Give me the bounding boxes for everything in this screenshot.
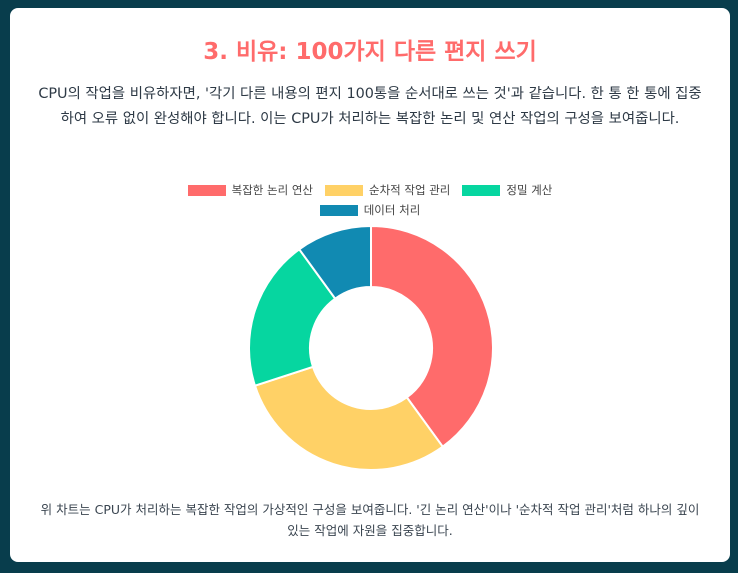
doughnut-slice[interactable]	[297, 226, 372, 301]
doughnut-chart	[248, 226, 494, 471]
description-text: CPU의 작업을 비유하자면, '각기 다른 내용의 편지 100통을 순서대로…	[38, 86, 702, 127]
doughnut-slice[interactable]	[370, 226, 494, 449]
legend-label: 복잡한 논리 연산	[231, 183, 313, 197]
legend-label: 데이터 처리	[363, 203, 421, 217]
legend-item[interactable]: 복잡한 논리 연산	[187, 183, 313, 197]
doughnut-slice[interactable]	[248, 247, 337, 387]
page-title: 3. 비유: 100가지 다른 편지 쓰기	[203, 39, 537, 65]
chart-caption: 위 차트는 CPU가 처리하는 복잡한 작업의 가상적인 구성을 보여줍니다. …	[40, 502, 700, 538]
legend-swatch	[462, 184, 501, 196]
legend-swatch	[187, 184, 226, 196]
legend-item[interactable]: 데이터 처리	[319, 203, 421, 217]
content-card: 3. 비유: 100가지 다른 편지 쓰기 CPU의 작업을 비유하자면, '각…	[10, 8, 730, 562]
legend-item[interactable]: 정밀 계산	[462, 183, 552, 197]
legend-label: 순차적 작업 관리	[369, 183, 451, 197]
legend-item[interactable]: 순차적 작업 관리	[325, 183, 450, 197]
legend-swatch	[319, 204, 358, 216]
doughnut-slice[interactable]	[253, 365, 445, 471]
legend-swatch	[325, 184, 363, 196]
legend-label: 정밀 계산	[506, 183, 553, 197]
